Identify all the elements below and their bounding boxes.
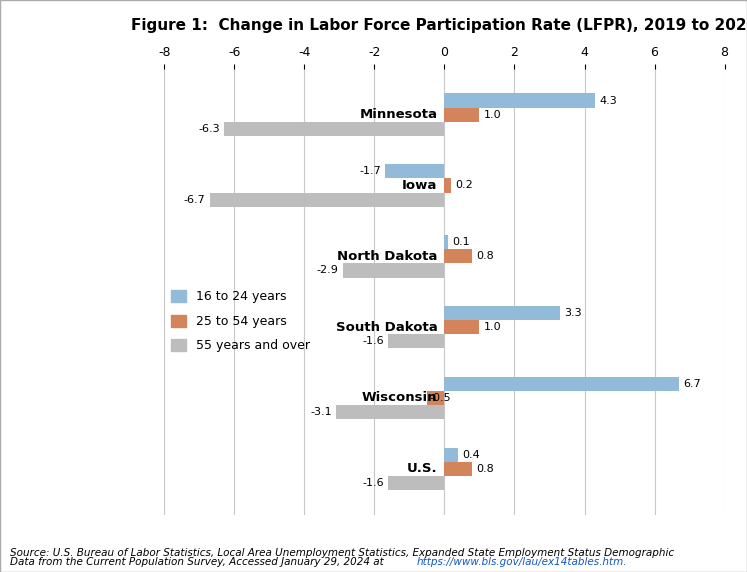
Text: Wisconsin: Wisconsin — [362, 391, 438, 404]
Bar — [388, 476, 444, 490]
Text: Source: U.S. Bureau of Labor Statistics, Local Area Unemployment Statistics, Exp: Source: U.S. Bureau of Labor Statistics,… — [10, 548, 674, 558]
Text: -3.1: -3.1 — [310, 407, 332, 417]
Text: 0.4: 0.4 — [462, 450, 480, 460]
Bar — [385, 164, 444, 178]
Bar — [444, 249, 472, 263]
Bar — [444, 178, 451, 193]
Text: 0.2: 0.2 — [456, 181, 474, 190]
Text: https://www.bls.gov/lau/ex14tables.htm.: https://www.bls.gov/lau/ex14tables.htm. — [417, 558, 627, 567]
Bar — [427, 391, 444, 405]
Text: -0.5: -0.5 — [429, 393, 450, 403]
Text: -6.3: -6.3 — [198, 124, 220, 134]
Text: -2.9: -2.9 — [317, 265, 338, 276]
Text: -1.6: -1.6 — [362, 336, 384, 346]
Title: Figure 1:  Change in Labor Force Participation Rate (LFPR), 2019 to 2023: Figure 1: Change in Labor Force Particip… — [131, 18, 747, 33]
Bar — [210, 193, 444, 206]
Text: U.S.: U.S. — [407, 462, 438, 475]
Text: 3.3: 3.3 — [564, 308, 582, 318]
Text: North Dakota: North Dakota — [337, 250, 438, 263]
Bar — [444, 306, 560, 320]
Text: 6.7: 6.7 — [684, 379, 701, 389]
Bar — [444, 235, 448, 249]
Text: Data from the Current Population Survey, Accessed January 29, 2024 at: Data from the Current Population Survey,… — [10, 558, 387, 567]
Bar — [224, 122, 444, 136]
Text: 0.8: 0.8 — [477, 464, 495, 474]
Text: 4.3: 4.3 — [599, 96, 617, 105]
Bar — [336, 405, 444, 419]
Text: 0.1: 0.1 — [452, 237, 470, 247]
Bar — [444, 320, 480, 334]
Text: Iowa: Iowa — [402, 179, 438, 192]
Bar — [444, 377, 679, 391]
Text: Minnesota: Minnesota — [359, 108, 438, 121]
Bar — [444, 108, 480, 122]
Text: South Dakota: South Dakota — [335, 321, 438, 333]
Bar — [444, 447, 459, 462]
Text: -1.7: -1.7 — [359, 166, 381, 176]
Text: 1.0: 1.0 — [484, 110, 501, 120]
Bar — [444, 93, 595, 108]
Legend: 16 to 24 years, 25 to 54 years, 55 years and over: 16 to 24 years, 25 to 54 years, 55 years… — [170, 290, 309, 352]
Bar — [343, 263, 444, 277]
Bar — [388, 334, 444, 348]
Text: -1.6: -1.6 — [362, 478, 384, 488]
Text: 1.0: 1.0 — [484, 322, 501, 332]
Text: -6.7: -6.7 — [184, 194, 205, 205]
Text: 0.8: 0.8 — [477, 251, 495, 261]
Bar — [444, 462, 472, 476]
